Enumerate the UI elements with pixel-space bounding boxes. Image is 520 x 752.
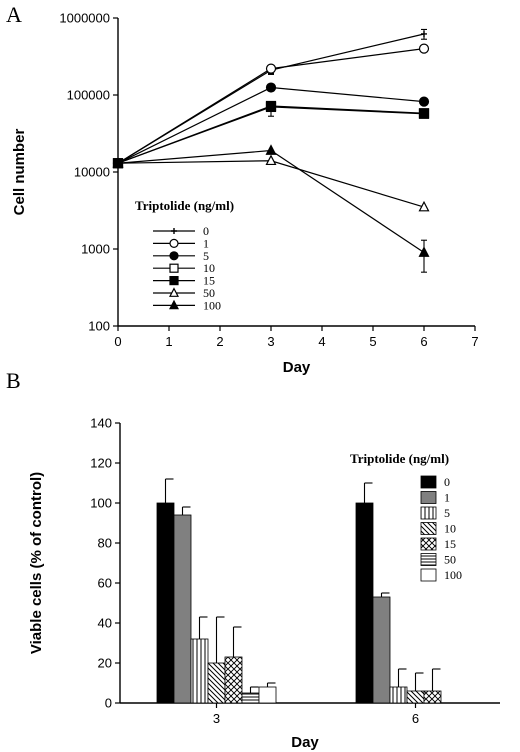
data-point <box>418 200 430 212</box>
y-tick-label: 10000 <box>74 165 110 180</box>
x-tick-label: 6 <box>420 334 427 349</box>
legend-label: 15 <box>444 537 456 551</box>
x-tick-label: 3 <box>213 711 220 726</box>
y-tick-label: 80 <box>98 536 112 551</box>
data-point <box>265 100 277 112</box>
legend-swatch <box>420 537 437 551</box>
y-tick-label: 100000 <box>67 88 110 103</box>
bar-1-day-6 <box>372 596 391 704</box>
y-tick-label: 100 <box>88 319 110 334</box>
series-line <box>117 33 425 164</box>
x-tick-label: 4 <box>318 334 325 349</box>
x-tick-label: 7 <box>471 334 478 349</box>
bar-15-day-6 <box>423 690 442 704</box>
data-point <box>169 238 179 248</box>
bar-0-day-3 <box>156 502 175 704</box>
x-tick-label: 1 <box>165 334 172 349</box>
y-tick-label: 120 <box>90 456 112 471</box>
legend-label: 0 <box>203 224 209 238</box>
x-tick-label: 2 <box>216 334 223 349</box>
y-tick-label: 140 <box>90 416 112 431</box>
y-axis-label: Viable cells (% of control) <box>28 472 45 654</box>
bar-10-day-3 <box>207 662 226 704</box>
legend-label: 10 <box>444 522 456 536</box>
bar-5-day-6 <box>389 686 408 704</box>
x-tick-label: 0 <box>114 334 121 349</box>
x-tick-label: 5 <box>369 334 376 349</box>
legend-swatch <box>420 491 437 504</box>
data-point <box>171 228 177 234</box>
data-point <box>169 287 179 297</box>
y-tick-label: 1000 <box>81 242 110 257</box>
bar-50-day-3 <box>241 692 260 704</box>
legend-title: Triptolide (ng/ml) <box>135 198 234 213</box>
data-point <box>421 30 427 37</box>
legend-swatch <box>420 568 437 582</box>
y-tick-label: 40 <box>98 616 112 631</box>
legend-title: Triptolide (ng/ml) <box>350 451 449 466</box>
legend-label: 0 <box>444 475 450 489</box>
data-point <box>169 276 179 286</box>
legend-swatch <box>420 522 437 535</box>
x-axis-label: Day <box>283 359 311 376</box>
bar-10-day-6 <box>406 690 425 704</box>
data-point <box>418 108 430 119</box>
legend-swatch <box>420 506 437 520</box>
legend-label: 100 <box>444 568 462 582</box>
data-point <box>265 144 277 155</box>
data-point <box>265 82 277 93</box>
bar-100-day-3 <box>258 686 277 704</box>
legend-label: 1 <box>203 236 209 250</box>
legend-label: 10 <box>203 261 215 275</box>
legend-label: 5 <box>444 506 450 520</box>
data-point <box>169 263 179 273</box>
legend-label: 100 <box>203 298 221 312</box>
bar-1-day-3 <box>173 514 192 704</box>
x-tick-label: 3 <box>267 334 274 349</box>
y-tick-label: 20 <box>98 656 112 671</box>
y-axis-label: Cell number <box>11 128 28 215</box>
bar-15-day-3 <box>224 656 243 704</box>
legend-label: 1 <box>444 491 450 505</box>
bar-0-day-6 <box>355 502 374 704</box>
y-tick-label: 1000000 <box>59 11 110 26</box>
x-tick-label: 6 <box>412 711 419 726</box>
legend-label: 50 <box>203 286 215 300</box>
series-100 <box>112 144 430 273</box>
legend-label: 15 <box>203 274 215 288</box>
legend-label: 5 <box>203 249 209 263</box>
data-point <box>418 246 430 257</box>
data-point <box>169 299 179 310</box>
data-point <box>418 96 430 107</box>
data-point <box>169 251 179 261</box>
y-tick-label: 100 <box>90 496 112 511</box>
x-axis-label: Day <box>291 734 319 751</box>
panel-label: A <box>6 2 22 27</box>
bar-5-day-3 <box>190 638 209 704</box>
y-tick-label: 60 <box>98 576 112 591</box>
data-point <box>418 43 430 54</box>
panel-label: B <box>6 368 21 393</box>
y-tick-label: 0 <box>105 696 112 711</box>
data-point <box>265 154 277 166</box>
legend-swatch <box>420 475 437 489</box>
data-point <box>112 156 124 168</box>
legend-label: 50 <box>444 553 456 567</box>
data-point <box>265 63 277 74</box>
legend-swatch <box>420 553 437 566</box>
